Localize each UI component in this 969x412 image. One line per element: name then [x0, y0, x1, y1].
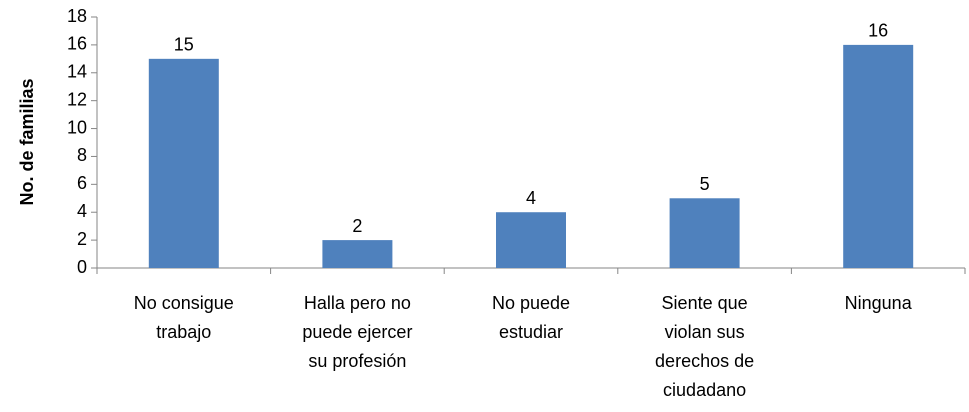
data-label: 5: [700, 174, 710, 194]
x-tick-label: Ninguna: [845, 293, 913, 313]
bar: [496, 212, 566, 268]
bar: [322, 240, 393, 268]
y-tick-label: 2: [77, 229, 87, 249]
y-tick-label: 18: [67, 6, 87, 26]
y-tick-label: 12: [67, 89, 87, 109]
data-label: 2: [352, 216, 362, 236]
y-tick-label: 16: [67, 34, 87, 54]
y-tick-label: 14: [67, 62, 87, 82]
x-tick-label: No consigue trabajo: [134, 293, 234, 342]
x-tick-label: Halla pero no puede ejercer su profesión: [302, 293, 412, 371]
data-label: 15: [174, 35, 194, 55]
bar: [843, 44, 914, 269]
x-tick-label: Siente que violan sus derechos de ciudadano: [655, 293, 754, 400]
y-tick-label: 6: [77, 173, 87, 193]
bar: [148, 58, 219, 269]
y-tick-label: 0: [77, 257, 87, 277]
x-tick-label: No puede estudiar: [492, 293, 570, 342]
y-tick-label: 10: [67, 117, 87, 137]
y-axis-title: No. de familias: [17, 78, 37, 205]
data-label: 4: [526, 188, 536, 208]
data-label: 16: [868, 21, 888, 41]
bar: [669, 198, 740, 268]
y-tick-label: 4: [77, 201, 87, 221]
y-tick-label: 8: [77, 145, 87, 165]
